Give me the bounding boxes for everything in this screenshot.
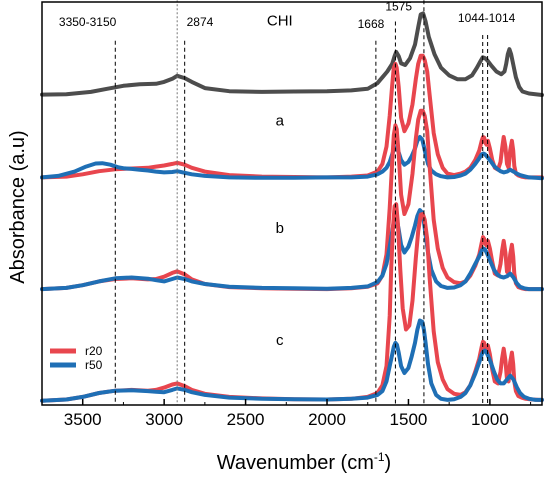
spectra-group — [40, 11, 544, 403]
legend-label-r50: r50 — [85, 358, 103, 372]
y-axis-title: Absorbance (a.u) — [7, 130, 29, 283]
x-axis-title-superscript: -1 — [374, 450, 385, 464]
x-axis-ticks-group: 3500 3000 2500 2000 1500 1000 — [41, 399, 532, 429]
reference-label-0: 3350-3150 — [59, 15, 117, 29]
series-line-b-r50 — [40, 208, 544, 292]
legend-label-r20: r20 — [85, 344, 103, 358]
x-tick-label-1500: 1500 — [390, 410, 428, 429]
series-line-a-r50 — [40, 135, 544, 181]
trace-label-3: c — [276, 332, 284, 349]
trace-label-1: a — [276, 112, 285, 129]
plot-frame — [41, 1, 543, 406]
reference-lines-group: 3350-315029202874166815751425-14101044-1… — [59, 0, 516, 405]
reference-label-3: 1668 — [358, 17, 385, 31]
reference-label-4: 1575 — [385, 0, 412, 14]
x-tick-label-3000: 3000 — [145, 410, 183, 429]
trace-labels-group: CHI a b c — [267, 12, 293, 349]
series-line-CHI — [40, 11, 544, 97]
series-line-b-r20 — [40, 108, 544, 292]
reference-label-2: 2874 — [187, 15, 214, 29]
trace-label-0: CHI — [267, 12, 293, 29]
series-line-c-r20 — [40, 202, 544, 403]
x-tick-label-3500: 3500 — [64, 410, 102, 429]
series-line-a-r20 — [40, 53, 544, 180]
x-axis-title: Wavenumber (cm-1) — [217, 450, 391, 474]
series-line-c-r50 — [40, 318, 544, 403]
x-tick-label-2500: 2500 — [227, 410, 265, 429]
trace-label-2: b — [276, 220, 284, 237]
x-tick-label-2000: 2000 — [308, 410, 346, 429]
x-tick-label-1000: 1000 — [471, 410, 509, 429]
reference-label-6: 1044-1014 — [458, 11, 516, 25]
